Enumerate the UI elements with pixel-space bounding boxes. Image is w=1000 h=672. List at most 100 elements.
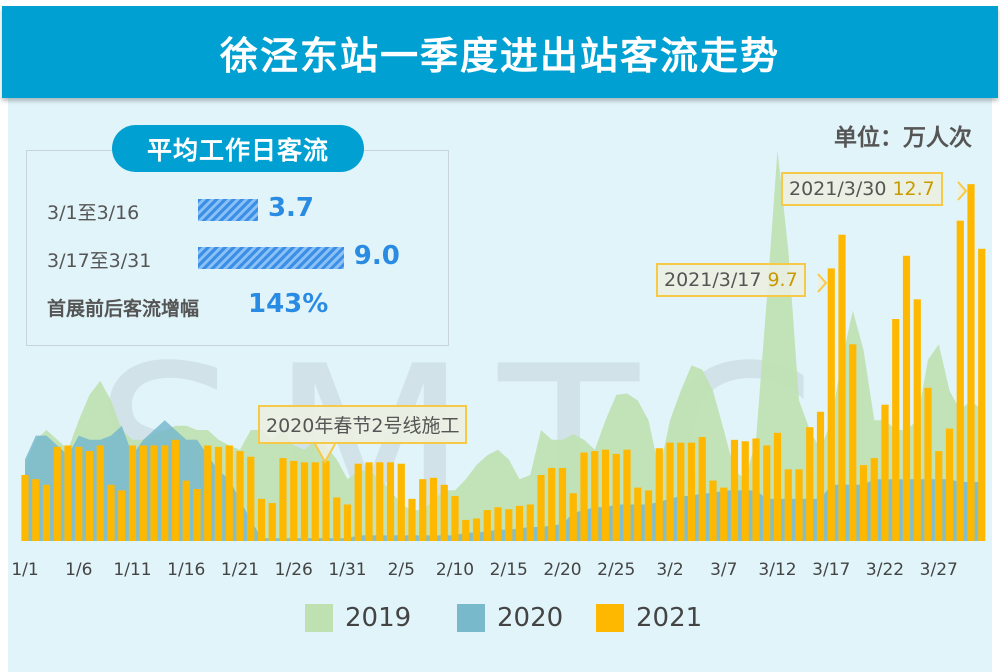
bar-2021 xyxy=(462,519,470,541)
title-bar: 徐泾东站一季度进出站客流走势 xyxy=(2,6,998,98)
unit-label: 单位：万人次 xyxy=(834,125,972,151)
bar-2021 xyxy=(150,445,158,541)
bar-2021 xyxy=(634,487,642,541)
annotation-pointer xyxy=(817,273,828,293)
bar-2021 xyxy=(236,451,244,541)
x-tick-label: 1/1 xyxy=(11,560,38,580)
summary-value-1: 3.7 xyxy=(267,193,314,223)
legend-swatch xyxy=(457,604,485,632)
legend-2020: 2020 xyxy=(457,603,563,633)
bar-2021 xyxy=(763,445,771,541)
bar-2021 xyxy=(365,462,373,541)
bar-2021 xyxy=(967,184,975,541)
x-tick-label: 1/11 xyxy=(113,560,151,580)
bar-2021 xyxy=(204,445,212,541)
bar-2021 xyxy=(709,480,717,541)
page-title: 徐泾东站一季度进出站客流走势 xyxy=(219,33,780,78)
bar-2021 xyxy=(214,446,223,541)
legend-swatch xyxy=(305,604,333,632)
bar-2021 xyxy=(32,479,40,541)
x-tick-label: 1/31 xyxy=(328,560,366,580)
summary-bar-1 xyxy=(198,199,258,221)
bar-2021 xyxy=(752,438,760,541)
bar-2021 xyxy=(139,445,147,541)
bar-2021 xyxy=(171,439,180,541)
bar-2021 xyxy=(698,437,706,541)
annotation-value: 9.7 xyxy=(767,269,798,291)
bar-2021 xyxy=(612,453,620,541)
bar-2021 xyxy=(838,234,846,541)
bar-2021 xyxy=(892,319,900,541)
bar-2021 xyxy=(601,449,610,541)
growth-label: 首展前后客流增幅 xyxy=(47,298,200,320)
bar-2021 xyxy=(354,463,362,541)
bar-2021 xyxy=(483,510,491,541)
bar-2021 xyxy=(343,504,352,541)
bar-2021 xyxy=(816,411,825,541)
bar-2021 xyxy=(623,449,631,541)
legend-label: 2019 xyxy=(345,603,412,633)
bar-2021 xyxy=(118,490,126,541)
x-tick-label: 3/22 xyxy=(866,560,904,580)
bar-2021 xyxy=(75,446,83,541)
bar-2021 xyxy=(956,220,964,541)
bar-2021 xyxy=(161,445,169,541)
bar-2021 xyxy=(494,507,502,541)
bar-2021 xyxy=(311,462,319,541)
legend-label: 2020 xyxy=(497,603,564,633)
bar-2021 xyxy=(247,456,255,541)
summary-bar-2 xyxy=(198,247,344,269)
summary-title: 平均工作日客流 xyxy=(112,125,364,172)
bar-2021 xyxy=(225,445,233,541)
x-tick-label: 1/16 xyxy=(167,560,205,580)
bar-2021 xyxy=(440,484,448,541)
bar-2021 xyxy=(773,432,782,541)
bar-2021 xyxy=(741,441,749,541)
bar-2021 xyxy=(827,268,835,541)
bar-2021 xyxy=(451,496,459,541)
row-label-2: 3/17至3/31 xyxy=(47,250,152,272)
x-tick-label: 2/10 xyxy=(436,560,474,580)
bar-2021 xyxy=(290,460,298,541)
annotation-3-17: 2021/3/17 9.7 xyxy=(656,263,806,297)
x-tick-label: 1/26 xyxy=(275,560,313,580)
x-tick-label: 2/20 xyxy=(543,560,581,580)
bar-2021 xyxy=(429,477,438,541)
bar-2021 xyxy=(859,465,868,541)
bar-2021 xyxy=(902,255,911,541)
bar-2021 xyxy=(257,498,266,541)
bar-2021 xyxy=(945,428,954,541)
annotation-date: 2021/3/17 xyxy=(664,269,762,291)
bar-2021 xyxy=(300,462,309,541)
bar-2021 xyxy=(870,458,878,541)
bar-2021 xyxy=(687,442,696,541)
annotation-date: 2021/3/30 xyxy=(789,178,887,200)
bar-2021 xyxy=(935,451,943,541)
legend-label: 2021 xyxy=(636,603,703,633)
bar-2021 xyxy=(397,463,405,541)
bar-2021 xyxy=(107,484,115,541)
x-tick-label: 3/2 xyxy=(656,560,683,580)
bar-2021 xyxy=(85,451,94,541)
bar-2021 xyxy=(64,445,72,541)
bar-2021 xyxy=(182,480,190,541)
bar-2021 xyxy=(913,299,921,541)
bar-2021 xyxy=(21,474,29,541)
bar-2021 xyxy=(580,452,588,541)
x-tick-label: 3/7 xyxy=(710,560,737,580)
x-tick-label: 3/27 xyxy=(920,560,958,580)
bar-2021 xyxy=(644,490,653,541)
bar-2021 xyxy=(784,469,792,541)
bar-2021 xyxy=(849,344,857,541)
bar-2021 xyxy=(333,497,341,541)
bar-2021 xyxy=(655,448,663,541)
bar-2021 xyxy=(591,451,599,541)
x-tick-label: 2/25 xyxy=(597,560,635,580)
annotation-3-30: 2021/3/30 12.7 xyxy=(781,172,943,206)
legend-swatch xyxy=(596,604,624,632)
bar-2021 xyxy=(279,458,287,541)
bar-2021 xyxy=(666,442,674,541)
legend-2019: 2019 xyxy=(305,603,411,633)
x-tick-label: 3/17 xyxy=(812,560,850,580)
bar-2021 xyxy=(128,445,137,541)
